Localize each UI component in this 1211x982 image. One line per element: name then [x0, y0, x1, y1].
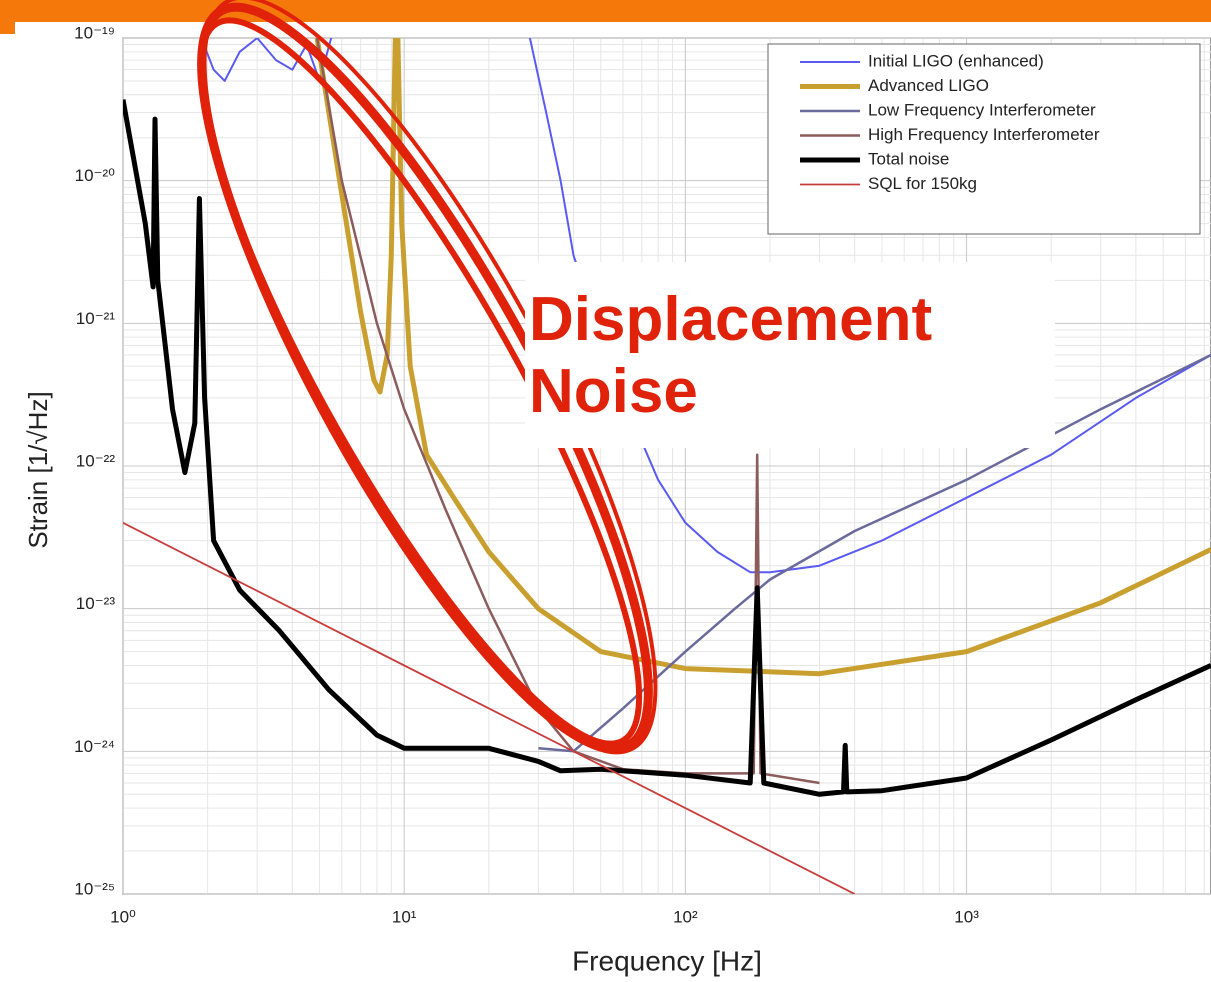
annotation: Displacement Noise [525, 262, 1055, 448]
legend-label: Low Frequency Interferometer [868, 100, 1096, 119]
plot-lines [123, 38, 1211, 894]
legend-label: High Frequency Interferometer [868, 125, 1100, 144]
y-tick-label: 10⁻²¹ [76, 309, 116, 328]
y-tick-label: 10⁻²⁰ [75, 166, 116, 185]
header-bar [0, 0, 1211, 22]
series-line [315, 38, 820, 785]
series-line [123, 521, 856, 894]
legend-label: SQL for 150kg [868, 174, 977, 193]
series-line [200, 38, 1211, 574]
y-tick-label: 10⁻²³ [76, 594, 116, 613]
legend-label: Advanced LIGO [868, 76, 989, 95]
series-line [314, 38, 1211, 677]
y-tick-label: 10⁻²⁴ [74, 737, 115, 756]
x-tick-label: 10¹ [392, 907, 417, 926]
y-tick-label: 10⁻²² [76, 451, 116, 470]
y-tick-label: 10⁻²⁵ [74, 879, 115, 898]
legend-label: Initial LIGO (enhanced) [868, 51, 1044, 70]
y-axis-label: Strain [1/√Hz] [23, 391, 53, 548]
x-tick-label: 10³ [954, 907, 979, 926]
header-tab [0, 0, 15, 34]
x-tick-label: 10² [673, 907, 698, 926]
x-tick-label: 10⁰ [110, 907, 136, 926]
y-tick-label: 10⁻¹⁹ [74, 23, 115, 42]
x-axis-label: Frequency [Hz] [572, 945, 762, 976]
legend: Initial LIGO (enhanced) Advanced LIGO Low … [767, 43, 1201, 235]
legend-box [767, 43, 1201, 235]
legend-label: Total noise [868, 149, 949, 168]
series-line [123, 99, 1211, 797]
